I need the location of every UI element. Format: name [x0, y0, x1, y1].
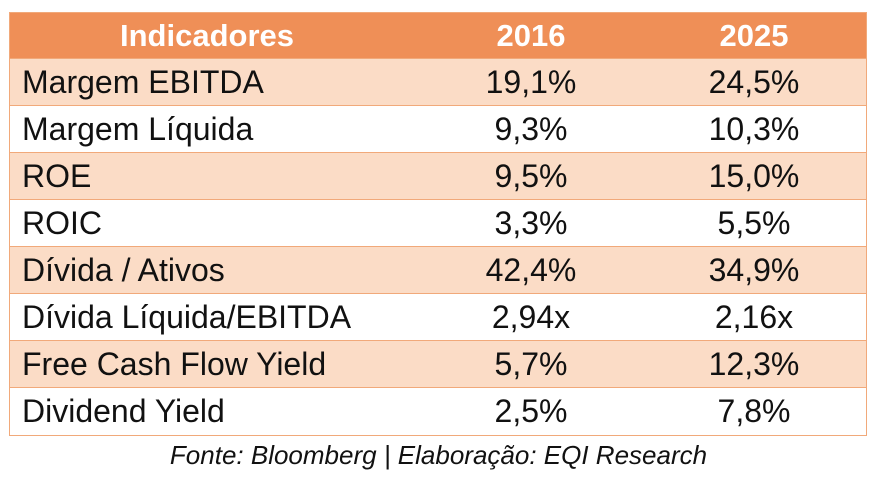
value-2025: 2,16x	[714, 298, 794, 335]
table-row: Margem Líquida 9,3% 10,3%	[10, 106, 866, 153]
indicator-name: Dívida / Ativos	[22, 251, 225, 288]
table-row: Margem EBITDA 19,1% 24,5%	[10, 59, 866, 106]
value-2016: 19,1%	[485, 63, 577, 100]
value-2025: 15,0%	[708, 157, 800, 194]
indicator-name: Free Cash Flow Yield	[22, 345, 327, 382]
header-2016: 2016	[496, 17, 566, 53]
value-2016: 42,4%	[485, 251, 577, 288]
indicator-name: ROE	[22, 157, 92, 194]
header-indicadores: Indicadores	[120, 17, 294, 53]
value-2025: 34,9%	[708, 251, 800, 288]
value-2016: 9,3%	[494, 110, 568, 147]
indicator-name: Margem EBITDA	[22, 63, 264, 100]
value-2025: 10,3%	[708, 110, 800, 147]
table-row: Dividend Yield 2,5% 7,8%	[10, 388, 866, 435]
table-header-row: Indicadores 2016 2025	[10, 13, 866, 59]
indicator-name: ROIC	[22, 204, 102, 241]
source-caption: Fonte: Bloomberg | Elaboração: EQI Resea…	[169, 440, 708, 470]
value-2016: 9,5%	[494, 157, 568, 194]
indicators-table: Indicadores 2016 2025 Margem EBITDA 19,1…	[9, 12, 867, 436]
header-2025: 2025	[719, 17, 789, 53]
value-2025: 5,5%	[717, 204, 791, 241]
value-2025: 12,3%	[708, 345, 800, 382]
indicator-name: Dividend Yield	[22, 393, 225, 429]
indicator-name: Dívida Líquida/EBITDA	[22, 298, 352, 335]
value-2025: 24,5%	[708, 63, 800, 100]
table-row: ROIC 3,3% 5,5%	[10, 200, 866, 247]
table-row: Free Cash Flow Yield 5,7% 12,3%	[10, 341, 866, 388]
table-row: Dívida Líquida/EBITDA 2,94x 2,16x	[10, 294, 866, 341]
value-2016: 3,3%	[494, 204, 568, 241]
value-2025: 7,8%	[717, 393, 791, 429]
table-row: Dívida / Ativos 42,4% 34,9%	[10, 247, 866, 294]
indicator-name: Margem Líquida	[22, 110, 254, 147]
value-2016: 2,94x	[491, 298, 571, 335]
table-row: ROE 9,5% 15,0%	[10, 153, 866, 200]
value-2016: 2,5%	[494, 393, 568, 429]
value-2016: 5,7%	[494, 345, 568, 382]
